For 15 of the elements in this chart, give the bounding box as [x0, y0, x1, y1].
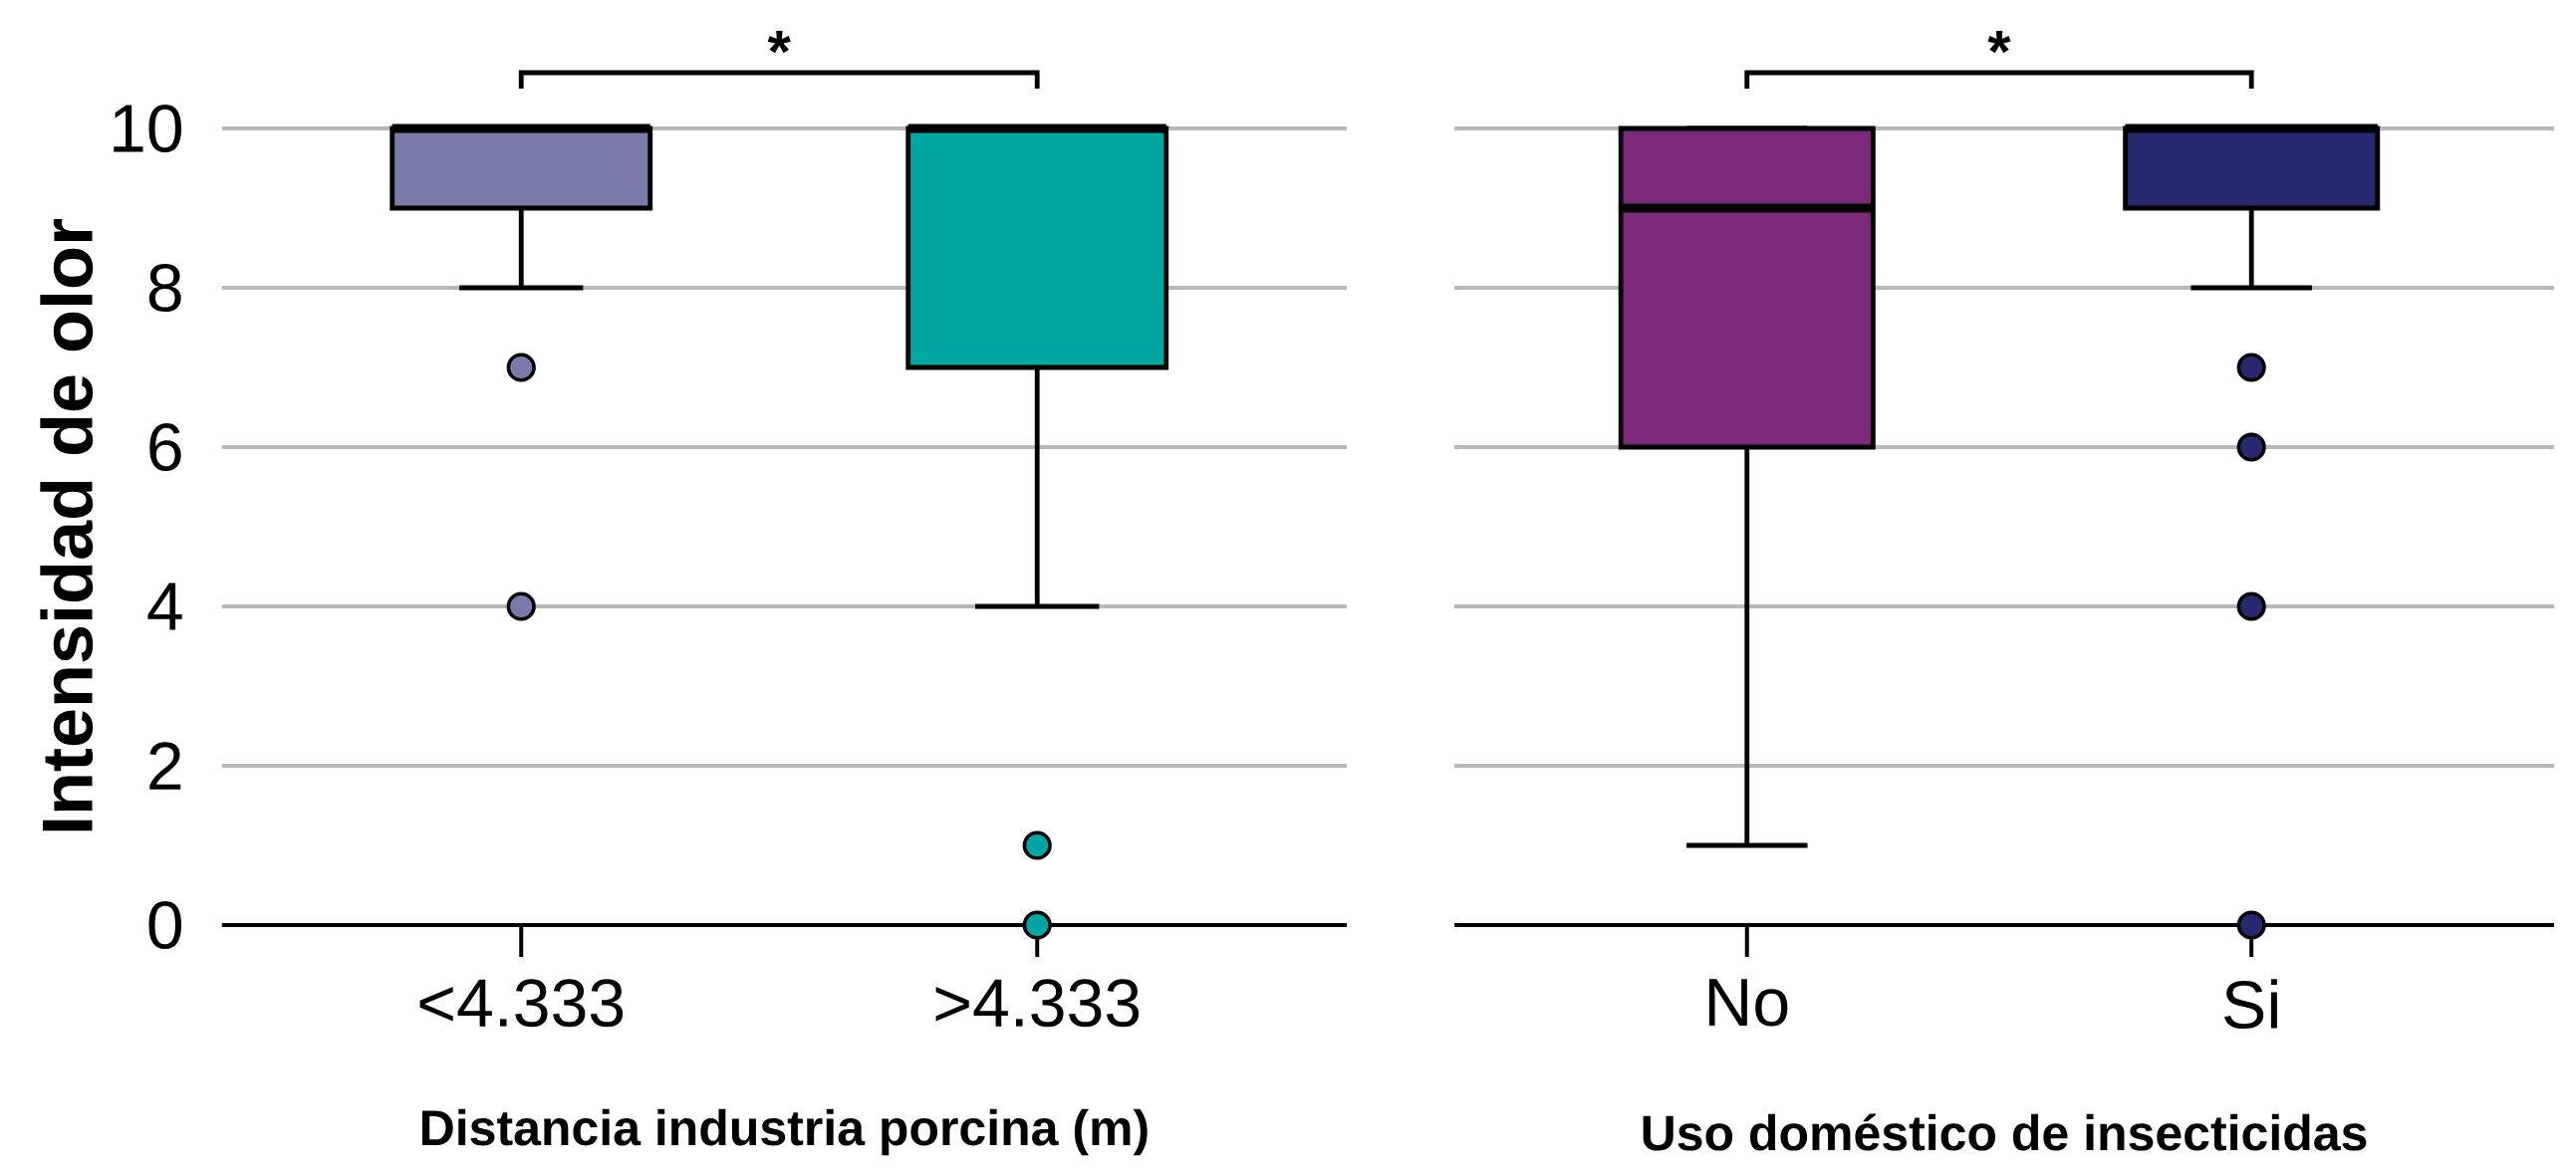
- x-tick-label: Si: [2224, 979, 2277, 1030]
- y-tick-label: 0: [148, 900, 182, 950]
- y-tick-label: 4: [147, 583, 182, 630]
- x-tick-label: >4.333: [935, 979, 1140, 1028]
- text: *: [767, 30, 791, 54]
- y-tick-label: 2: [149, 742, 181, 790]
- y-tick-label: 10: [114, 104, 182, 153]
- text: *: [1987, 30, 2011, 54]
- x-tick-label: <4.333: [419, 979, 624, 1028]
- y-tick-label: 6: [149, 422, 181, 472]
- y-axis-title: Intensidad de olor: [40, 219, 94, 831]
- x-axis-title: Distancia industria porcina (m): [422, 1108, 1148, 1156]
- y-tick-label: 8: [148, 263, 181, 313]
- x-axis-title: Uso doméstico de insecticidas: [1643, 1113, 2367, 1151]
- x-tick-label: No: [1708, 979, 1788, 1027]
